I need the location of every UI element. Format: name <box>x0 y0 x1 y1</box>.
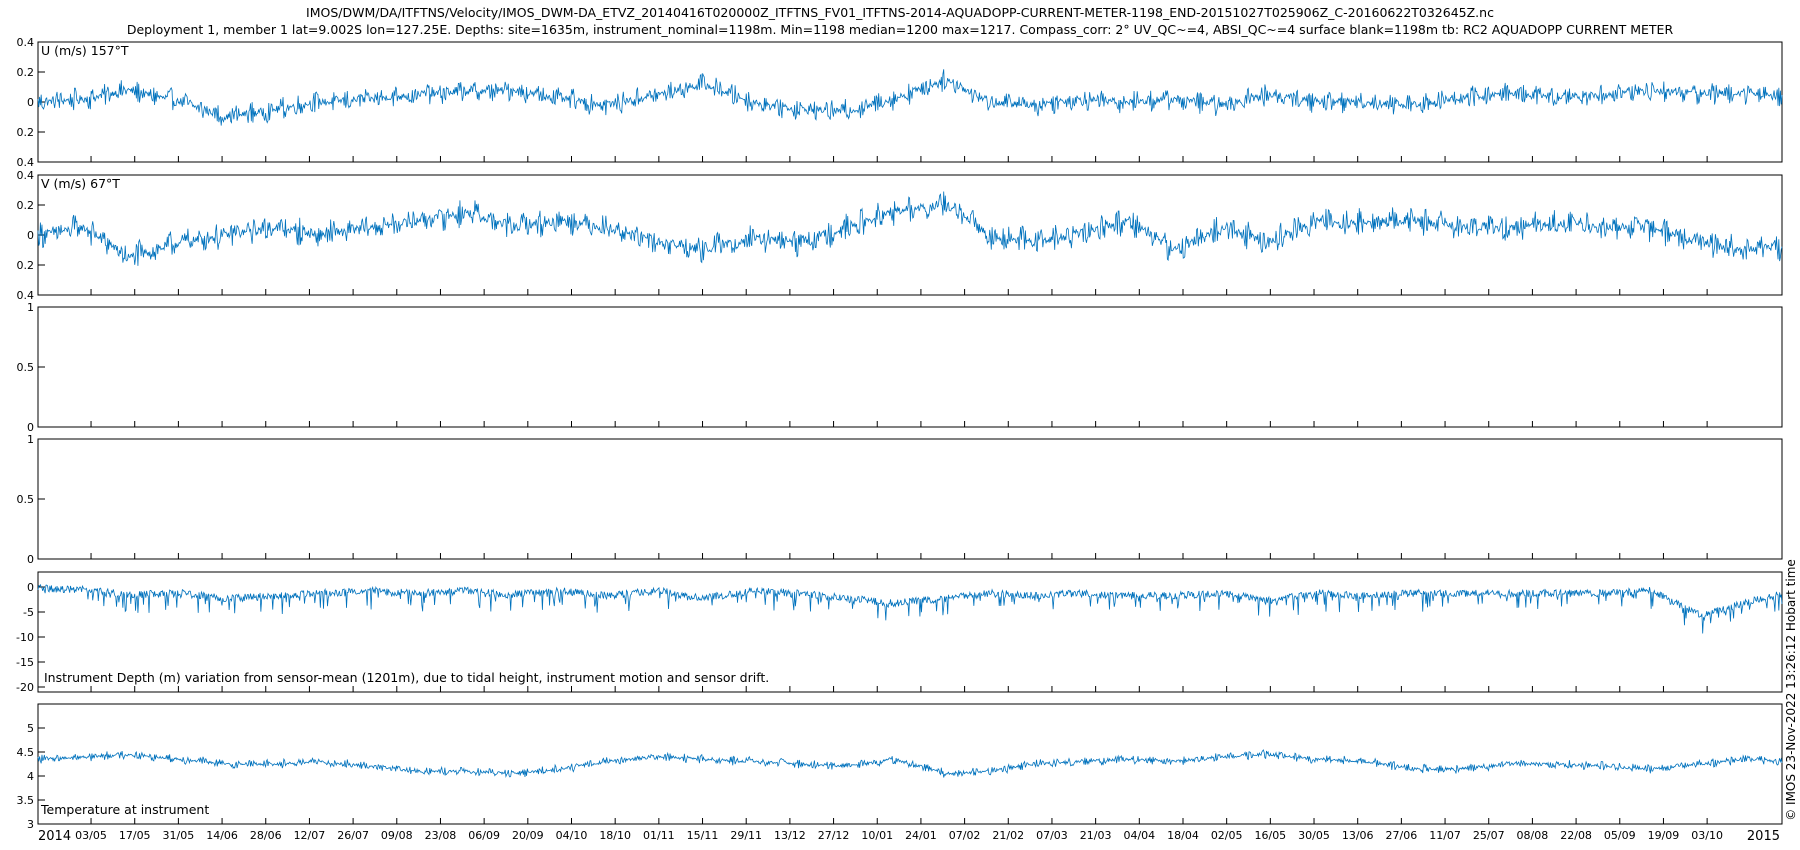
panel-depth-series-line <box>37 583 1783 634</box>
xtick-label-5: 12/07 <box>294 829 326 842</box>
panel-v-ytick-label-0: 0.4 <box>17 169 35 182</box>
panel-temperature-series-line <box>37 749 1783 778</box>
xtick-label-19: 24/01 <box>905 829 937 842</box>
xtick-label-31: 11/07 <box>1429 829 1461 842</box>
xtick-label-13: 01/11 <box>643 829 675 842</box>
panel-u-series-line <box>37 69 1783 126</box>
panel-u-label: U (m/s) 157°T <box>41 43 129 58</box>
xtick-label-0: 03/05 <box>75 829 107 842</box>
panel-u-ytick-label-4: 0.4 <box>17 156 35 169</box>
panel-empty1-ytick-label-0: 1 <box>27 301 34 314</box>
panel-empty1-frame <box>37 306 1783 428</box>
xtick-label-10: 20/09 <box>512 829 544 842</box>
xtick-label-12: 18/10 <box>599 829 631 842</box>
panel-empty1-ytick-label-1: 0.5 <box>17 361 35 374</box>
panel-v-label: V (m/s) 67°T <box>41 176 120 191</box>
xtick-label-17: 27/12 <box>818 829 850 842</box>
xtick-label-34: 22/08 <box>1560 829 1592 842</box>
panel-u-ytick-label-0: 0.4 <box>17 36 35 49</box>
panel-temperature-ytick-label-0: 5 <box>27 722 34 735</box>
xtick-label-1: 17/05 <box>119 829 151 842</box>
panel-u-ytick-label-3: 0.2 <box>17 126 35 139</box>
panel-v-ytick-label-4: 0.4 <box>17 289 35 302</box>
panel-v-ytick-label-2: 0 <box>27 229 34 242</box>
side-watermark-label: © IMOS 23-Nov-2022 13:26:12 Hobart time <box>1784 559 1798 821</box>
panel-empty1-ytick-label-2: 0 <box>27 421 34 434</box>
xtick-label-16: 13/12 <box>774 829 806 842</box>
panel-u-ytick-label-2: 0 <box>27 96 34 109</box>
xtick-label-28: 30/05 <box>1298 829 1330 842</box>
xtick-label-6: 26/07 <box>337 829 369 842</box>
figure-title-line-1: IMOS/DWM/DA/ITFTNS/Velocity/IMOS_DWM-DA_… <box>306 5 1494 20</box>
xtick-label-37: 03/10 <box>1691 829 1723 842</box>
xtick-label-3: 14/06 <box>206 829 238 842</box>
panel-depth-ytick-label-3: -15 <box>16 656 34 669</box>
xtick-label-26: 02/05 <box>1211 829 1243 842</box>
xtick-label-29: 13/06 <box>1342 829 1374 842</box>
panel-temperature-ytick-label-4: 3 <box>27 818 34 831</box>
panel-u-ytick-label-1: 0.2 <box>17 66 35 79</box>
panel-v-ytick-label-3: 0.2 <box>17 259 35 272</box>
xtick-label-23: 21/03 <box>1080 829 1112 842</box>
figure-title-line-2: Deployment 1, member 1 lat=9.002S lon=12… <box>126 22 1674 37</box>
xtick-label-33: 08/08 <box>1517 829 1549 842</box>
panel-empty2-frame <box>37 438 1783 560</box>
xtick-label-9: 06/09 <box>468 829 500 842</box>
xtick-label-27: 16/05 <box>1254 829 1286 842</box>
xtick-label-21: 21/02 <box>992 829 1024 842</box>
panel-depth-ytick-label-1: -5 <box>23 606 34 619</box>
xtick-label-25: 18/04 <box>1167 829 1199 842</box>
xtick-label-36: 19/09 <box>1648 829 1680 842</box>
xtick-label-15: 29/11 <box>730 829 762 842</box>
panel-depth-label: Instrument Depth (m) variation from sens… <box>44 670 769 685</box>
x-axis-year-end: 2015 <box>1747 829 1780 844</box>
xtick-label-8: 23/08 <box>425 829 457 842</box>
panel-empty2-ytick-label-2: 0 <box>27 553 34 566</box>
panel-temperature-ytick-label-3: 3.5 <box>17 794 35 807</box>
xtick-label-20: 07/02 <box>949 829 981 842</box>
panel-depth-frame <box>37 571 1783 693</box>
xtick-label-32: 25/07 <box>1473 829 1505 842</box>
panel-v-series-line <box>37 191 1783 266</box>
xtick-label-7: 09/08 <box>381 829 413 842</box>
panel-temperature-frame <box>37 703 1783 825</box>
panel-empty2-ytick-label-0: 1 <box>27 433 34 446</box>
xtick-label-4: 28/06 <box>250 829 282 842</box>
panel-temperature-ytick-label-2: 4 <box>27 770 34 783</box>
panel-depth-ytick-label-2: -10 <box>16 631 34 644</box>
panel-empty2-ytick-label-1: 0.5 <box>17 493 35 506</box>
xtick-label-24: 04/04 <box>1123 829 1155 842</box>
xtick-label-2: 31/05 <box>163 829 195 842</box>
panel-temperature-ytick-label-1: 4.5 <box>17 746 35 759</box>
xtick-label-22: 07/03 <box>1036 829 1068 842</box>
x-axis-year-start: 2014 <box>38 829 71 844</box>
xtick-label-30: 27/06 <box>1386 829 1418 842</box>
panel-temperature-label: Temperature at instrument <box>40 802 209 817</box>
xtick-label-14: 15/11 <box>687 829 719 842</box>
panel-depth-ytick-label-0: 0 <box>27 581 34 594</box>
xtick-label-35: 05/09 <box>1604 829 1636 842</box>
xtick-label-18: 10/01 <box>861 829 893 842</box>
xtick-label-11: 04/10 <box>556 829 588 842</box>
panel-depth-ytick-label-4: -20 <box>16 681 34 694</box>
panel-v-ytick-label-1: 0.2 <box>17 199 35 212</box>
